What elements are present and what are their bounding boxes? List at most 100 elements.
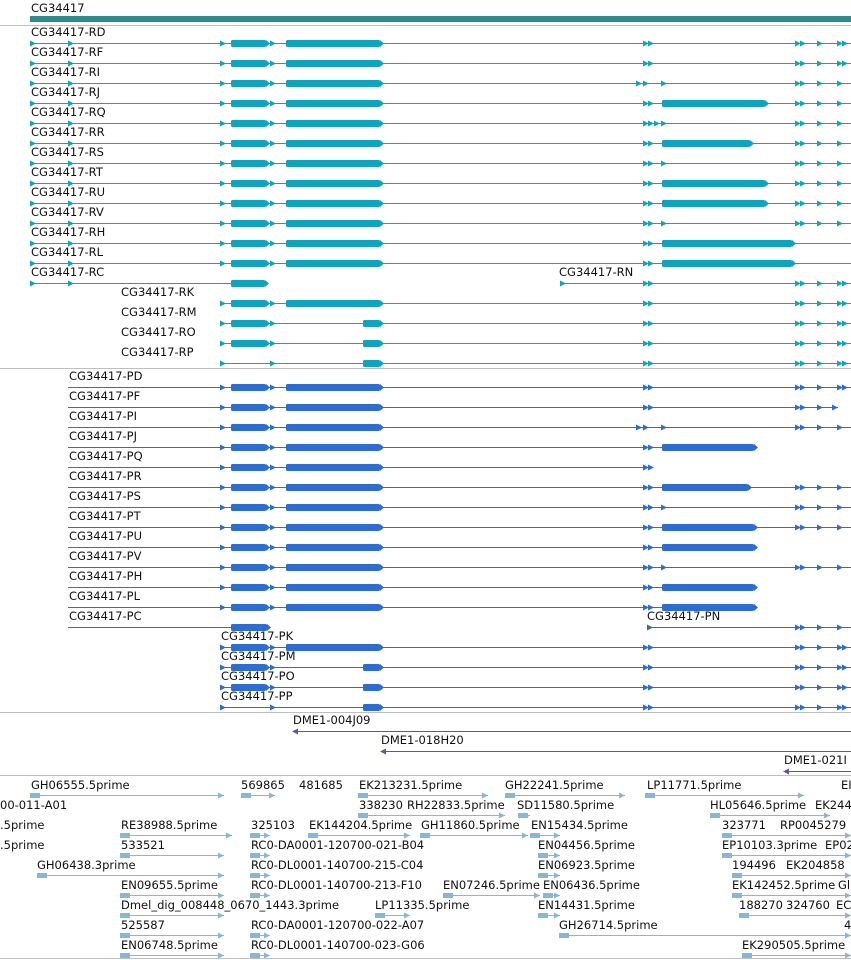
- est-model[interactable]: [241, 792, 275, 799]
- transcript-label[interactable]: CG34417-RF: [31, 45, 103, 59]
- est-label[interactable]: RE38988.5prime: [121, 818, 217, 832]
- est-label[interactable]: GH11860.5prime: [421, 818, 520, 832]
- transcript-model[interactable]: [30, 260, 851, 267]
- est-label[interactable]: GH22241.5prime: [505, 778, 604, 792]
- est-label[interactable]: 323771: [722, 818, 766, 832]
- transcript-model[interactable]: [30, 80, 851, 87]
- protein-model[interactable]: [68, 384, 851, 391]
- est-label[interactable]: 194496: [732, 858, 776, 872]
- transcript-label[interactable]: CG34417-RP: [121, 345, 194, 359]
- est-model[interactable]: [420, 832, 528, 839]
- transcript-model[interactable]: [220, 340, 851, 347]
- transcript-label[interactable]: CG34417-RI: [31, 65, 100, 79]
- est-label[interactable]: EK290505.5prime: [742, 938, 845, 952]
- est-model[interactable]: [518, 812, 530, 819]
- est-label[interactable]: EC: [836, 898, 851, 912]
- est-model[interactable]: [645, 792, 804, 799]
- protein-label[interactable]: CG34417-PJ: [69, 429, 137, 443]
- transcript-model[interactable]: [30, 140, 851, 147]
- est-label[interactable]: RC0-DL0001-140700-213-F10: [251, 878, 422, 892]
- protein-label[interactable]: CG34417-PF: [69, 389, 140, 403]
- est-model[interactable]: [250, 852, 270, 859]
- transcript-model[interactable]: [30, 160, 851, 167]
- est-label[interactable]: EI: [841, 778, 851, 792]
- transcript-model[interactable]: [220, 300, 851, 307]
- est-label[interactable]: .5prime: [0, 818, 44, 832]
- est-label[interactable]: 525587: [121, 918, 165, 932]
- protein-label[interactable]: CG34417-PS: [69, 489, 141, 503]
- est-model[interactable]: [37, 872, 224, 879]
- transcript-model[interactable]: [30, 120, 851, 127]
- transcript-model[interactable]: [30, 280, 269, 287]
- protein-label[interactable]: CG34417-PQ: [69, 449, 143, 463]
- est-model[interactable]: [722, 832, 851, 839]
- est-model[interactable]: [742, 952, 851, 959]
- protein-label[interactable]: CG34417-PN: [647, 609, 720, 623]
- est-label[interactable]: 188270: [739, 898, 783, 912]
- cdna-label[interactable]: DME1-004J09: [293, 713, 371, 727]
- transcript-label[interactable]: CG34417-RT: [31, 165, 104, 179]
- protein-model[interactable]: [68, 404, 838, 411]
- protein-label[interactable]: CG34417-PC: [69, 609, 142, 623]
- est-label[interactable]: Dmel_dig_008448_0670_1443.3prime: [121, 898, 339, 912]
- protein-label[interactable]: CG34417-PI: [69, 409, 137, 423]
- protein-label[interactable]: CG34417-PU: [69, 529, 142, 543]
- protein-model[interactable]: [220, 644, 851, 651]
- transcript-label[interactable]: CG34417-RR: [31, 125, 105, 139]
- est-label[interactable]: 4: [844, 918, 851, 932]
- est-label[interactable]: 00-011-A01: [0, 798, 67, 812]
- est-label[interactable]: EK204858: [786, 858, 845, 872]
- cdna-clone-model[interactable]: [292, 728, 851, 735]
- protein-model[interactable]: [220, 664, 851, 671]
- est-label[interactable]: EN15434.5prime: [531, 818, 628, 832]
- transcript-label[interactable]: CG34417-RC: [31, 265, 104, 279]
- transcript-label[interactable]: CG34417-RO: [121, 325, 196, 339]
- est-model[interactable]: [732, 872, 851, 879]
- est-label[interactable]: EP10103.3prime: [722, 838, 817, 852]
- est-model[interactable]: [538, 872, 560, 879]
- est-label[interactable]: 338230: [359, 798, 403, 812]
- protein-label[interactable]: CG34417-PM: [221, 649, 296, 663]
- protein-label[interactable]: CG34417-PR: [69, 469, 142, 483]
- est-model[interactable]: [530, 832, 560, 839]
- est-label[interactable]: EN06923.5prime: [538, 858, 635, 872]
- transcript-model[interactable]: [220, 320, 851, 327]
- est-model[interactable]: [250, 952, 270, 959]
- protein-label[interactable]: CG34417-PP: [221, 689, 293, 703]
- est-label[interactable]: GH06438.3prime: [37, 858, 136, 872]
- cdna-clone-model[interactable]: [783, 768, 851, 775]
- est-model[interactable]: [358, 792, 488, 799]
- protein-model[interactable]: [68, 444, 758, 451]
- est-label[interactable]: LP11335.5prime: [375, 898, 469, 912]
- protein-model[interactable]: [68, 484, 851, 491]
- transcript-label[interactable]: CG34417-RJ: [31, 85, 100, 99]
- est-label[interactable]: Gl: [838, 878, 850, 892]
- protein-label[interactable]: CG34417-PO: [221, 669, 295, 683]
- est-model[interactable]: [543, 892, 560, 899]
- est-label[interactable]: RC0-DL0001-140700-023-G06: [251, 938, 425, 952]
- protein-model[interactable]: [68, 544, 758, 551]
- est-label[interactable]: RC0-DA0001-120700-021-B04: [251, 838, 424, 852]
- est-model[interactable]: [30, 792, 224, 799]
- protein-model[interactable]: [68, 604, 758, 611]
- est-label[interactable]: LP11771.5prime: [647, 778, 741, 792]
- transcript-label[interactable]: CG34417-RU: [31, 185, 105, 199]
- est-model[interactable]: [505, 792, 625, 799]
- protein-model[interactable]: [68, 524, 851, 531]
- est-label[interactable]: RC0-DA0001-120700-022-A07: [251, 918, 424, 932]
- est-model[interactable]: [308, 832, 410, 839]
- transcript-label[interactable]: CG34417-RK: [121, 285, 195, 299]
- est-model[interactable]: [710, 812, 830, 819]
- est-label[interactable]: .5prime: [0, 838, 44, 852]
- transcript-label[interactable]: CG34417-RV: [31, 205, 104, 219]
- transcript-label[interactable]: CG34417-RH: [31, 225, 105, 239]
- protein-label[interactable]: CG34417-PL: [69, 589, 141, 603]
- est-model[interactable]: [120, 892, 224, 899]
- transcript-label[interactable]: CG34417-RS: [31, 145, 104, 159]
- est-model[interactable]: [732, 892, 851, 899]
- cdna-clone-model[interactable]: [380, 748, 851, 755]
- est-model[interactable]: [120, 832, 232, 839]
- protein-label[interactable]: CG34417-PH: [69, 569, 142, 583]
- gene-bar[interactable]: [30, 16, 851, 22]
- est-label[interactable]: 325103: [251, 818, 295, 832]
